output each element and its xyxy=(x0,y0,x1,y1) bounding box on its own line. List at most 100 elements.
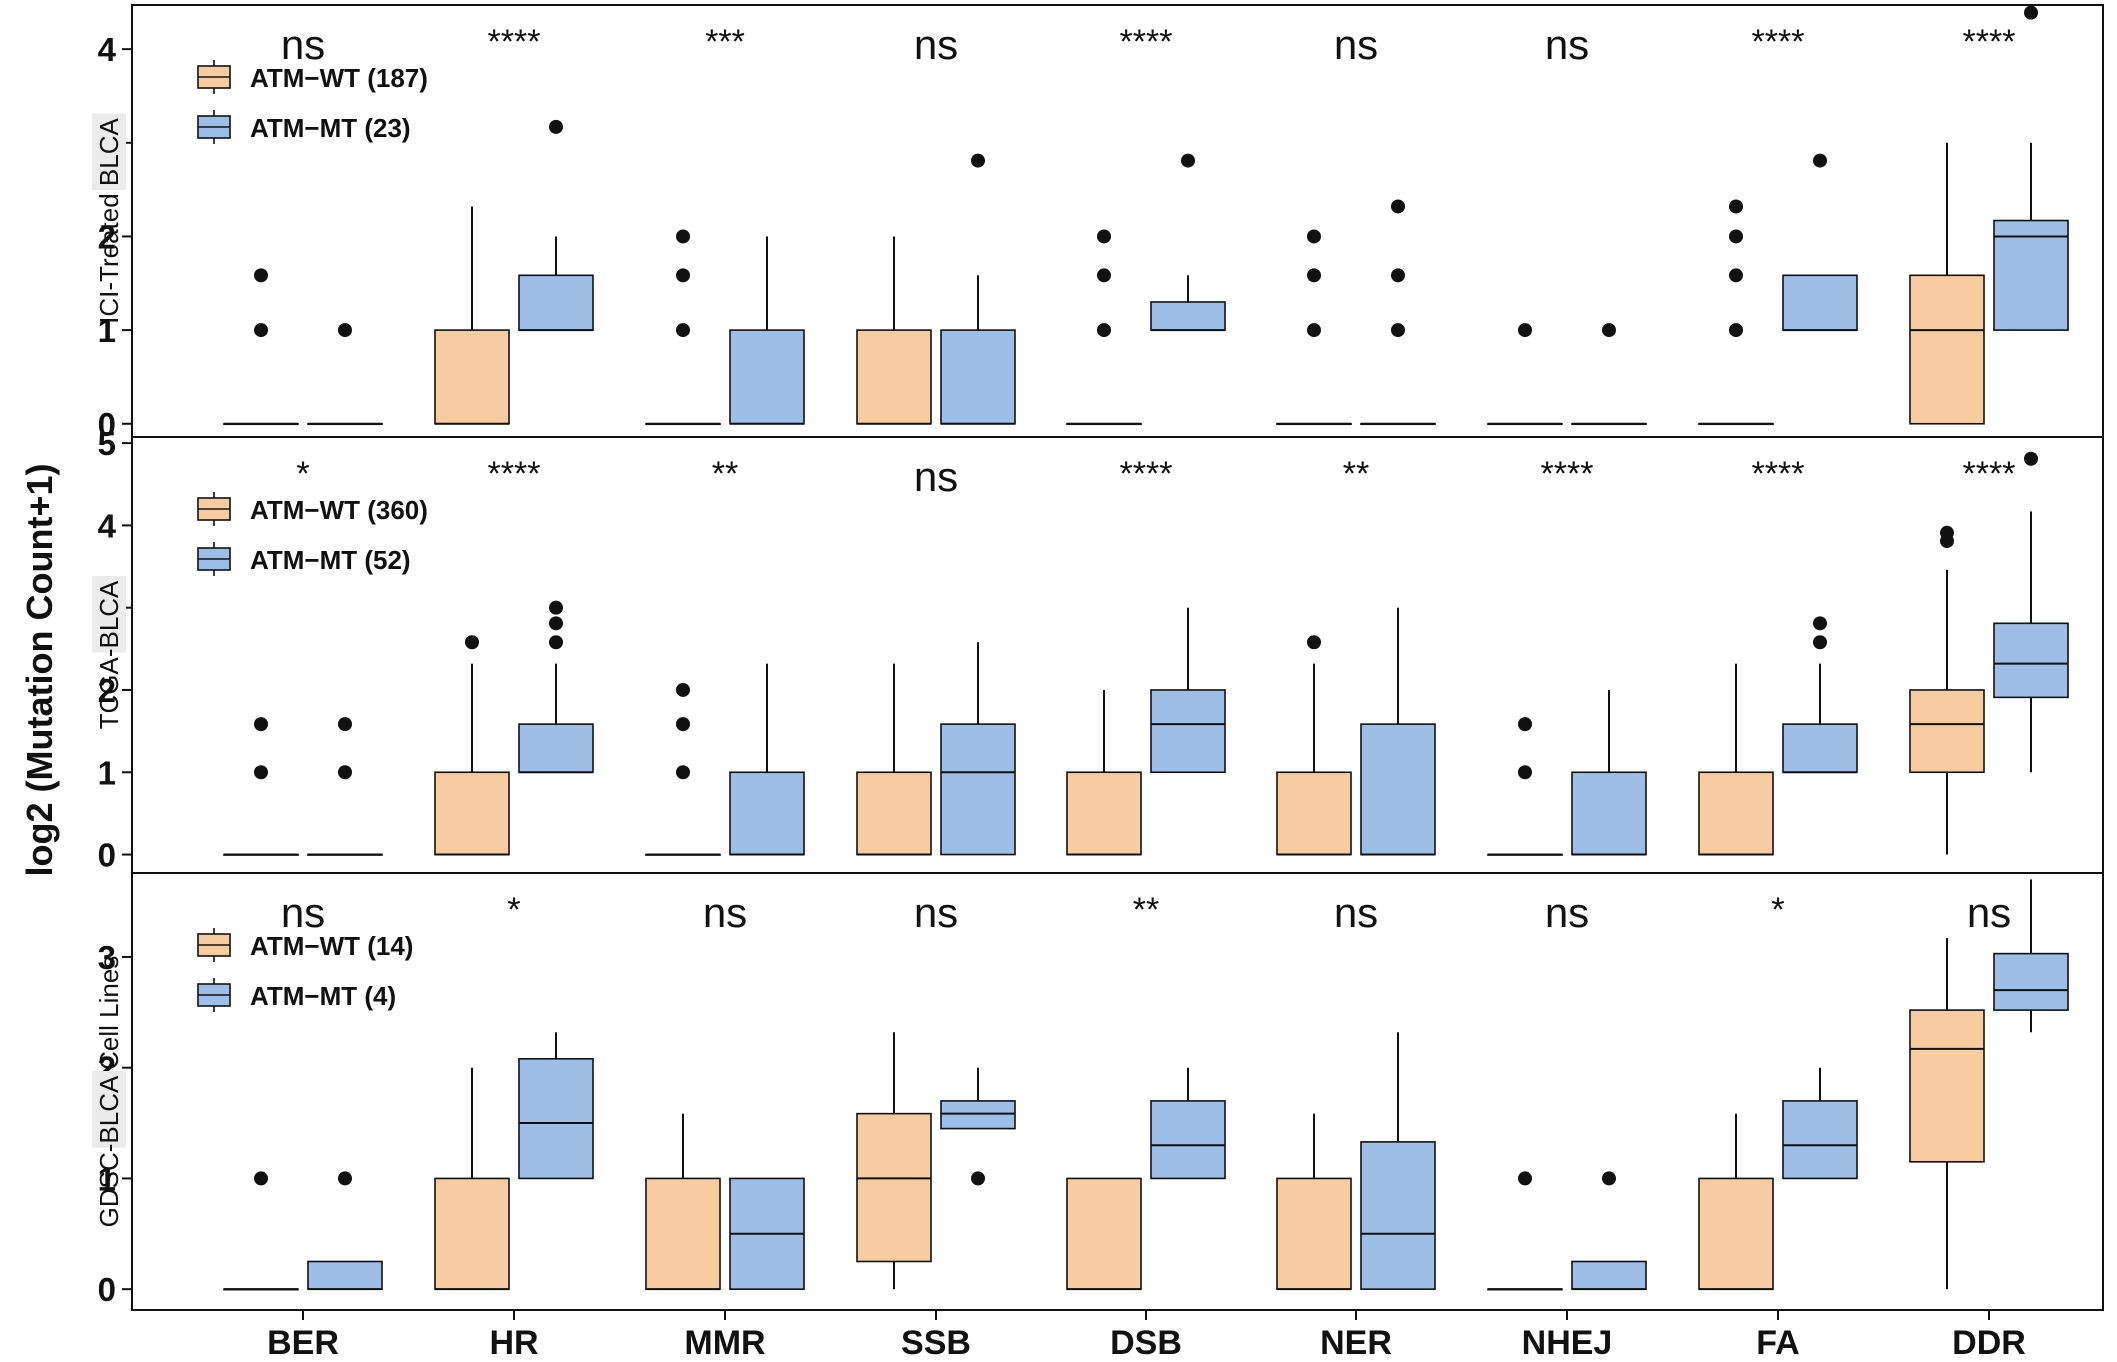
box-wt-ner xyxy=(1276,635,1352,856)
outlier-point xyxy=(2024,451,2038,466)
significance-label: ns xyxy=(1545,21,1589,68)
outlier-point xyxy=(338,717,352,732)
outlier-point xyxy=(1940,525,1954,540)
box-wt-fa xyxy=(1698,1113,1774,1291)
legend-label: ATM−WT (187) xyxy=(250,63,428,93)
box-body xyxy=(518,1058,594,1180)
panel-2: 012345TCGA-BLCA*******ns****************… xyxy=(92,425,2104,874)
y-tick-label: 1 xyxy=(98,754,116,791)
outlier-point xyxy=(1602,1171,1616,1186)
outlier-point xyxy=(1307,229,1321,244)
box-wt-fa xyxy=(1698,663,1774,856)
outlier-point xyxy=(254,1171,268,1186)
legend-label: ATM−MT (23) xyxy=(250,113,411,143)
panel-y-label: GDSC-BLCA Cell Lines xyxy=(94,956,124,1228)
significance-label: **** xyxy=(1541,455,1594,493)
panel-label-highlight xyxy=(92,113,126,191)
outlier-point xyxy=(676,268,690,283)
outlier-point xyxy=(1729,323,1743,338)
outlier-point xyxy=(465,635,479,650)
outlier-point xyxy=(1518,717,1532,732)
outlier-point xyxy=(1097,268,1111,283)
box-body xyxy=(1782,1100,1858,1180)
box-mt-mmr xyxy=(729,1177,805,1290)
box-body xyxy=(645,1177,721,1290)
box-body xyxy=(434,771,510,856)
box-body xyxy=(1150,689,1226,774)
box-mt-mmr xyxy=(729,236,805,425)
outlier-point xyxy=(676,717,690,732)
significance-label: **** xyxy=(1963,23,2016,61)
box-mt-fa xyxy=(1782,153,1858,332)
box-body xyxy=(1150,301,1226,331)
box-mt-ner xyxy=(1360,607,1436,856)
box-mt-nhej xyxy=(1571,689,1647,856)
outlier-point xyxy=(1518,1171,1532,1186)
outlier-point xyxy=(1097,323,1111,338)
x-category-label: FA xyxy=(1756,1324,1799,1357)
outlier-point xyxy=(2024,5,2038,20)
outlier-point xyxy=(338,765,352,780)
outlier-point xyxy=(1813,635,1827,650)
box-body xyxy=(1909,689,1985,774)
box-body xyxy=(1360,1141,1436,1290)
box-wt-ssb xyxy=(856,663,932,856)
outlier-point xyxy=(549,635,563,650)
outlier-point xyxy=(254,765,268,780)
legend-label: ATM−MT (4) xyxy=(250,981,396,1011)
box-wt-ber xyxy=(223,268,299,426)
box-body xyxy=(729,771,805,856)
box-wt-ner xyxy=(1276,1113,1352,1291)
box-body xyxy=(1993,219,2069,331)
legend-item-wt: ATM−WT (187) xyxy=(197,60,428,94)
outlier-point xyxy=(971,1171,985,1186)
box-wt-nhej xyxy=(1487,1171,1563,1291)
outlier-point xyxy=(676,323,690,338)
outlier-point xyxy=(676,229,690,244)
significance-label: ** xyxy=(1133,891,1159,929)
box-mt-hr xyxy=(518,600,594,774)
outlier-point xyxy=(1729,229,1743,244)
legend-item-wt: ATM−WT (14) xyxy=(197,928,413,962)
significance-label: ns xyxy=(1334,889,1378,936)
y-tick-label: 4 xyxy=(98,31,117,68)
box-body xyxy=(518,723,594,774)
box-mt-dsb xyxy=(1150,607,1226,774)
box-mt-ner xyxy=(1360,199,1436,426)
y-tick-label: 0 xyxy=(98,406,116,443)
box-body xyxy=(940,723,1016,856)
box-mt-nhej xyxy=(1571,323,1647,426)
significance-label: **** xyxy=(1120,23,1173,61)
x-category-label: DSB xyxy=(1110,1324,1182,1357)
significance-label: * xyxy=(507,891,520,929)
legend-item-wt: ATM−WT (360) xyxy=(197,492,428,526)
box-wt-mmr xyxy=(645,229,721,426)
box-mt-ber xyxy=(307,323,383,426)
box-mt-fa xyxy=(1782,616,1858,774)
y-tick-label: 2 xyxy=(98,672,116,709)
box-wt-ber xyxy=(223,717,299,856)
significance-label: **** xyxy=(1120,455,1173,493)
panel-label-prefix: GDSC- xyxy=(94,1144,124,1228)
box-body xyxy=(729,329,805,425)
outlier-point xyxy=(1813,153,1827,168)
outlier-point xyxy=(254,268,268,283)
box-body xyxy=(1276,1177,1352,1290)
y-tick-label: 0 xyxy=(98,1271,116,1308)
box-mt-nhej xyxy=(1571,1171,1647,1291)
panel-label-prefix: TCGA- xyxy=(94,649,124,730)
legend-label: ATM−WT (360) xyxy=(250,495,428,525)
outlier-point xyxy=(971,153,985,168)
significance-label: ns xyxy=(1334,21,1378,68)
significance-label: ns xyxy=(914,453,958,500)
outlier-point xyxy=(1518,323,1532,338)
x-category-label: HR xyxy=(489,1324,538,1357)
legend-label: ATM−WT (14) xyxy=(250,931,413,961)
outlier-point xyxy=(1602,323,1616,338)
outlier-point xyxy=(549,119,563,134)
outlier-point xyxy=(254,323,268,338)
box-wt-dsb xyxy=(1066,689,1142,856)
significance-label: ** xyxy=(1343,455,1369,493)
box-body xyxy=(1360,723,1436,856)
